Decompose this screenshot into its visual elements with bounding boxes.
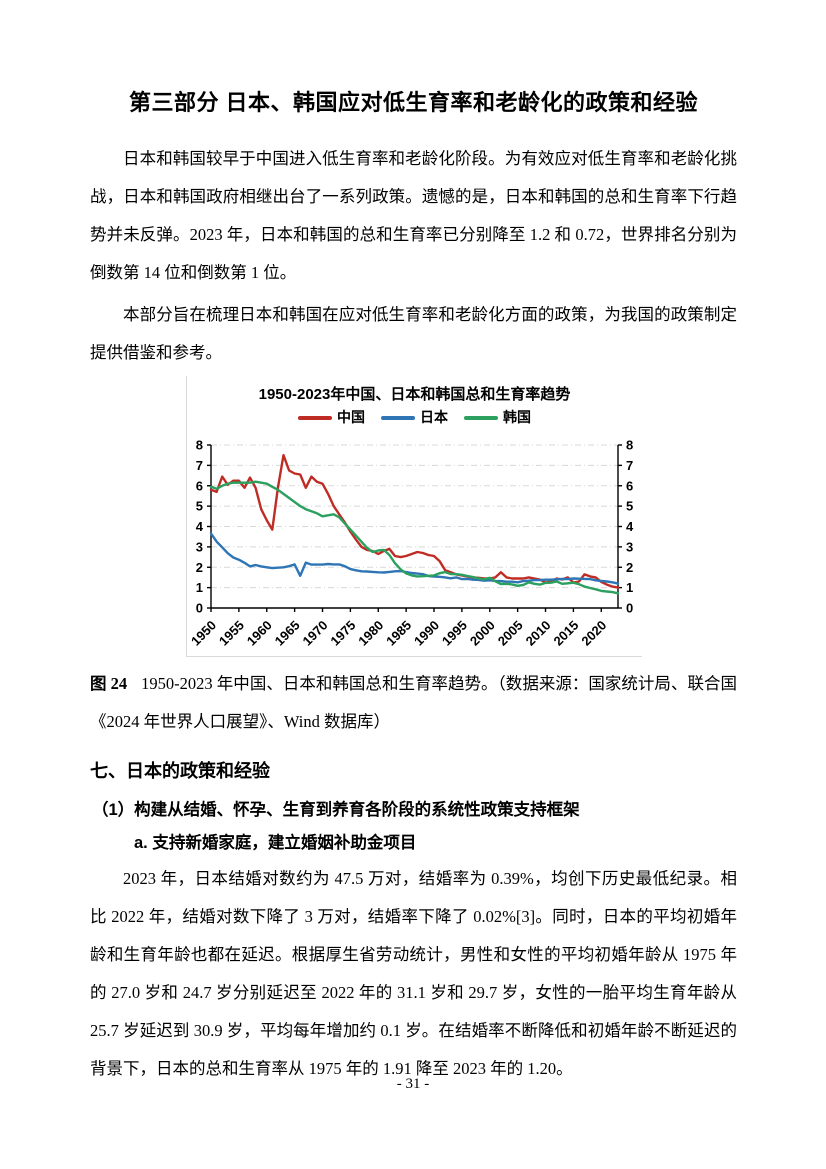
page-number: - 31 -: [396, 1076, 430, 1092]
figure-caption: 图 24 1950-2023 年中国、日本和韩国总和生育率趋势。（数据来源：国家统…: [90, 665, 737, 741]
svg-text:1955: 1955: [216, 618, 247, 649]
svg-text:2015: 2015: [550, 618, 581, 649]
figure-caption-text: 1950-2023 年中国、日本和韩国总和生育率趋势。（数据来源：国家统计局、联…: [90, 674, 737, 731]
body-paragraph: 2023 年，日本结婚对数约为 47.5 万对，结婚率为 0.39%，均创下历史…: [90, 869, 737, 1078]
svg-text:1980: 1980: [355, 618, 386, 649]
legend-label-china: 中国: [337, 409, 365, 425]
svg-text:3: 3: [196, 539, 203, 554]
svg-text:2005: 2005: [495, 618, 526, 649]
svg-text:4: 4: [196, 519, 204, 534]
svg-text:6: 6: [626, 478, 633, 493]
intro-paragraph-1: 日本和韩国较早于中国进入低生育率和老龄化阶段。为有效应对低生育率和老龄化挑战，日…: [90, 149, 737, 282]
page-title: 第三部分 日本、韩国应对低生育率和老龄化的政策和经验: [128, 90, 699, 115]
section-heading: 七、日本的政策和经验: [90, 761, 270, 781]
svg-text:8: 8: [196, 438, 203, 453]
chart-plot: 0 01 12 23 34 45 56 67 78 81950195519601965197019…: [188, 438, 634, 649]
svg-text:2000: 2000: [467, 618, 498, 649]
subsection-heading: （1）构建从结婚、怀孕、生育到养育各阶段的系统性政策支持框架: [92, 801, 580, 819]
svg-text:1995: 1995: [439, 618, 470, 649]
svg-text:1: 1: [626, 580, 633, 595]
japan-line-swatch: [381, 415, 415, 420]
figure-label: 图 24: [90, 674, 128, 693]
svg-text:0: 0: [196, 601, 203, 616]
chart-title: 1950-2023年中国、日本和韩国总和生育率趋势: [258, 386, 571, 403]
svg-text:2010: 2010: [523, 618, 554, 649]
svg-text:2: 2: [626, 560, 633, 575]
svg-text:8: 8: [626, 438, 633, 453]
subsubsection-heading: a. 支持新婚家庭，建立婚姻补助金项目: [134, 834, 417, 852]
legend-item-korea: 韩国: [464, 407, 531, 428]
svg-text:1950: 1950: [188, 618, 219, 649]
svg-text:1990: 1990: [411, 618, 442, 649]
fertility-chart: 1950-2023年中国、日本和韩国总和生育率趋势 中国 日本 韩国 0 0 1 1 2…: [186, 376, 642, 657]
svg-text:0: 0: [626, 601, 633, 616]
korea-line-swatch: [464, 415, 498, 420]
svg-text:1960: 1960: [244, 618, 275, 649]
svg-text:5: 5: [196, 499, 203, 514]
svg-text:5: 5: [626, 499, 633, 514]
svg-text:1975: 1975: [327, 618, 358, 649]
svg-text:1965: 1965: [272, 618, 303, 649]
svg-text:1985: 1985: [383, 618, 414, 649]
svg-text:7: 7: [626, 458, 633, 473]
legend-label-korea: 韩国: [503, 409, 531, 425]
svg-text:1970: 1970: [300, 618, 331, 649]
svg-text:4: 4: [626, 519, 634, 534]
svg-text:2020: 2020: [578, 618, 609, 649]
legend-item-japan: 日本: [381, 407, 448, 428]
svg-text:3: 3: [626, 539, 633, 554]
intro-paragraph-2: 本部分旨在梳理日本和韩国在应对低生育率和老龄化方面的政策，为我国的政策制定提供借…: [90, 305, 737, 362]
svg-text:7: 7: [196, 458, 203, 473]
chart-legend: 中国 日本 韩国: [187, 407, 642, 428]
svg-text:6: 6: [196, 478, 203, 493]
svg-text:1: 1: [196, 580, 203, 595]
svg-text:2: 2: [196, 560, 203, 575]
legend-label-japan: 日本: [420, 409, 448, 425]
legend-item-china: 中国: [298, 407, 365, 428]
china-line-swatch: [298, 415, 332, 420]
